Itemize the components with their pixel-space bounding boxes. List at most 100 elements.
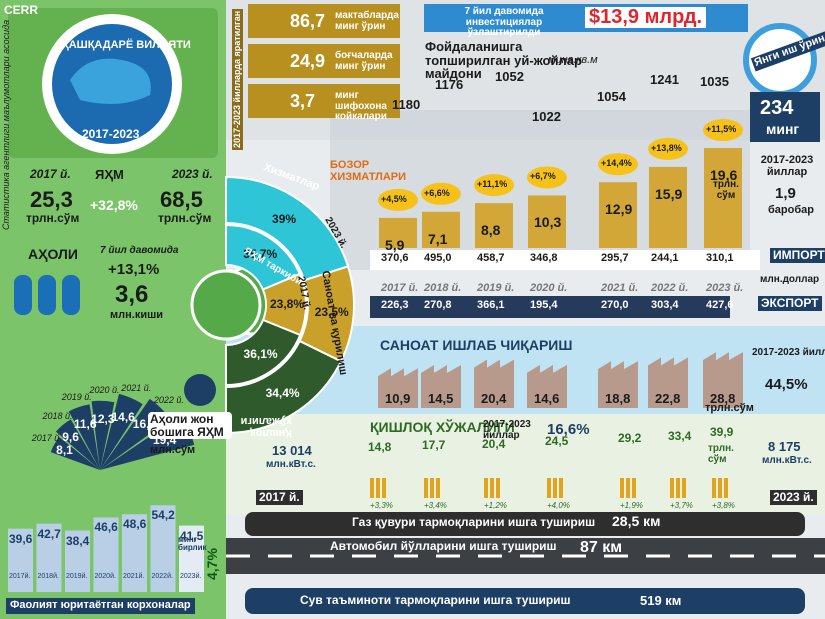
growth-bubble: [527, 166, 567, 189]
industry-bar: [598, 361, 638, 408]
social-label: минг шифохона койкалари: [335, 90, 387, 122]
agri-value: 20,4: [482, 436, 506, 451]
housing-value: 1180: [392, 97, 421, 112]
import-value: 346,8: [530, 252, 558, 264]
population-growth: +13,1%: [108, 261, 160, 278]
investment-label: 7 йил давомида инвестициялар ўзлаштирилд…: [464, 6, 544, 38]
import-trucks: [370, 250, 760, 270]
per-capita-title: Аҳоли жон бошига ЯҲМ: [148, 412, 232, 440]
export-value: 226,3: [381, 299, 409, 311]
trade-year: 2019 й.: [477, 282, 515, 294]
import-value: 458,7: [477, 252, 505, 264]
enterprise-value: 46,6: [94, 520, 118, 535]
structure-value: 36,1%: [243, 346, 278, 361]
structure-value: 39%: [272, 212, 297, 227]
export-value: 303,4: [651, 299, 679, 311]
social-label: мактабларда минг ўрин: [335, 10, 399, 32]
industry-bar: [474, 359, 514, 408]
enterprise-value: 54,2: [151, 508, 175, 523]
social-label: боғчаларда минг ўрин: [335, 50, 393, 72]
enterprise-value: 42,7: [37, 526, 61, 541]
enterprise-bar: [93, 517, 119, 592]
gas-value: 28,5 км: [612, 513, 661, 529]
person-icon: [38, 275, 56, 315]
market-title: БОЗОР ХИЗМАТЛАРИ: [330, 159, 407, 183]
housing-value: 1035: [700, 74, 729, 89]
energy-value: 13 014: [272, 443, 312, 458]
industry-title: САНОАТ ИШЛАБ ЧИҚАРИШ: [380, 337, 573, 353]
jobs-period: 2017-2023 йиллар: [760, 154, 814, 178]
housing-unit: минг.кв.м: [548, 54, 598, 66]
per-capita-year: 2019 й.: [61, 391, 92, 402]
social-card: [248, 44, 400, 78]
energy-value: 8 175: [768, 439, 801, 454]
structure-segment: [225, 175, 350, 282]
jobs-card: [750, 92, 820, 142]
enterprise-year: 2023й.: [180, 573, 202, 580]
industry-bar: [527, 364, 567, 408]
industry-value: 22,8: [655, 391, 681, 406]
enterprise-year: 2019й.: [66, 573, 88, 580]
per-capita-year: 2017 й.: [31, 433, 62, 444]
industry-bar: [648, 357, 688, 408]
export-value: 270,8: [424, 299, 452, 311]
enterprise-year: 2017й.: [9, 573, 31, 580]
trade-unit: млн.доллар: [760, 274, 820, 285]
per-capita-year: 2022 й.: [153, 394, 184, 405]
enterprise-unit: минг бирлик: [178, 535, 207, 553]
market-value: 5,9: [385, 236, 405, 253]
year: 2017 й.: [30, 167, 71, 181]
industry-period: 2017-2023 йиллар: [752, 347, 825, 358]
growth-bubble: [703, 119, 743, 142]
export-value: 427,6: [706, 299, 734, 311]
structure-segment: [261, 272, 307, 337]
roads-value: 87 км: [580, 539, 623, 556]
roads-label: Автомобил йўлларини ишга тушириш: [330, 539, 557, 553]
import-value: 244,1: [651, 252, 679, 264]
growth-bubble: [378, 188, 418, 211]
gas-pipe: [245, 512, 805, 536]
enterprise-bar: [36, 523, 62, 592]
market-bar: [422, 211, 460, 248]
agri-value: 33,4: [668, 428, 692, 443]
industry-value: 20,4: [481, 391, 507, 406]
source: Статистика агентлиги маълумотлари асосид…: [1, 19, 11, 230]
enterprise-year: 2020й.: [94, 573, 116, 580]
per-capita-year: 2018 й.: [42, 411, 73, 422]
agri-growth: 16,6%: [547, 421, 590, 438]
agri-value: 17,7: [422, 438, 446, 453]
chart-icon: [190, 269, 262, 341]
logo: CERR: [4, 3, 39, 17]
market-bar: [475, 203, 513, 248]
trade-year: 2020 й.: [530, 282, 568, 294]
social-value: 3,7: [290, 91, 316, 111]
region: ҚАШҚАДАРЁ ВИЛОЯТИ: [62, 39, 191, 51]
gdp-label: ЯҲМ: [95, 167, 124, 182]
export-value: 195,4: [530, 299, 558, 311]
unit: трлн.сўм: [26, 211, 80, 225]
export-train: [370, 296, 730, 318]
housing-value: 1176: [435, 77, 464, 92]
market-bar: [599, 182, 637, 248]
structure-value: 23,8%: [269, 296, 305, 311]
enterprise-value: 39,6: [9, 531, 33, 546]
agri-period: 2017-2023 йиллар: [483, 419, 531, 441]
water-label: Сув таъминоти тармоқларини ишга тушириш: [300, 593, 571, 607]
import-value: 295,7: [601, 252, 629, 264]
per-capita-wedge: [100, 393, 143, 470]
housing-value: 1052: [495, 69, 524, 84]
enterprise-value: 48,6: [123, 517, 147, 532]
agri-value: 14,8: [368, 440, 392, 455]
market-growth: +13,8%: [651, 142, 682, 153]
enterprise-year: 2022й.: [151, 573, 173, 580]
per-capita-value: 11,6: [73, 416, 97, 431]
enterprise-bar: [150, 505, 176, 592]
housing-title: Фойдаланишга топширилган уй-жойлар майдо…: [425, 39, 582, 82]
per-capita-value: 12,3: [91, 412, 115, 427]
agri-growth-rate: +1,9%: [620, 501, 643, 510]
agri-growth-rate: +3,3%: [370, 501, 393, 510]
trade-year: 2018 й.: [424, 282, 462, 294]
per-capita-value: 14,6: [111, 410, 135, 425]
person-icon: [62, 275, 80, 315]
